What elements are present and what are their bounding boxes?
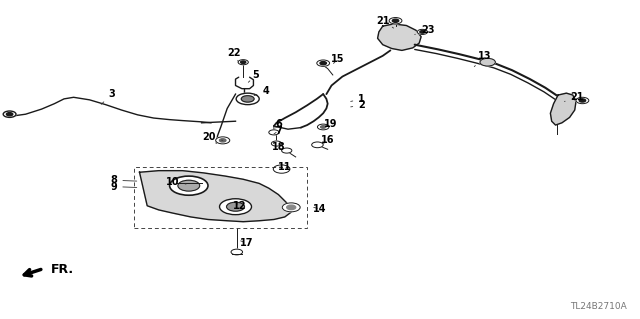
Circle shape — [317, 60, 330, 66]
Circle shape — [178, 180, 200, 191]
Circle shape — [271, 141, 282, 146]
Text: 19: 19 — [324, 119, 338, 130]
Circle shape — [269, 130, 279, 135]
Circle shape — [392, 19, 399, 22]
Circle shape — [480, 58, 495, 66]
Circle shape — [236, 93, 259, 105]
Text: 11: 11 — [278, 162, 292, 173]
Circle shape — [216, 137, 230, 144]
Circle shape — [238, 60, 248, 65]
Circle shape — [220, 199, 252, 215]
Text: 15: 15 — [331, 54, 345, 64]
Text: 14: 14 — [313, 204, 327, 214]
Circle shape — [317, 124, 329, 130]
Circle shape — [320, 62, 326, 65]
Text: 12: 12 — [233, 201, 247, 211]
Circle shape — [321, 126, 326, 128]
Text: 22: 22 — [227, 48, 241, 62]
Circle shape — [312, 142, 323, 148]
Text: 13: 13 — [474, 51, 492, 67]
Text: FR.: FR. — [51, 263, 74, 276]
Text: 21: 21 — [564, 92, 584, 102]
Text: 20: 20 — [202, 132, 223, 142]
Polygon shape — [378, 24, 421, 50]
Text: 3: 3 — [101, 89, 115, 104]
Circle shape — [576, 97, 589, 104]
Text: 8: 8 — [111, 175, 137, 185]
Circle shape — [420, 31, 425, 33]
Circle shape — [389, 18, 402, 24]
Text: 21: 21 — [376, 16, 394, 28]
Text: 2: 2 — [351, 100, 365, 110]
Circle shape — [170, 176, 208, 195]
Text: 9: 9 — [111, 182, 137, 192]
Text: 23: 23 — [415, 25, 435, 35]
Text: 10: 10 — [166, 177, 186, 188]
Text: 7: 7 — [274, 126, 282, 136]
Text: 5: 5 — [248, 70, 259, 82]
Text: 17: 17 — [239, 238, 253, 248]
Text: 16: 16 — [321, 135, 335, 145]
Circle shape — [6, 113, 13, 116]
Circle shape — [3, 111, 16, 117]
Polygon shape — [140, 171, 291, 222]
Circle shape — [282, 148, 292, 153]
Circle shape — [231, 249, 243, 255]
Text: 18: 18 — [271, 142, 285, 152]
Circle shape — [227, 202, 244, 211]
Text: 4: 4 — [254, 86, 269, 96]
Circle shape — [579, 99, 586, 102]
Text: TL24B2710A: TL24B2710A — [570, 302, 627, 311]
Text: 1: 1 — [351, 94, 365, 104]
Polygon shape — [550, 93, 576, 125]
Circle shape — [273, 165, 290, 173]
Circle shape — [241, 61, 246, 63]
Circle shape — [282, 203, 300, 212]
Circle shape — [220, 139, 226, 142]
Circle shape — [287, 205, 296, 210]
Circle shape — [241, 96, 254, 102]
Circle shape — [417, 29, 428, 34]
Text: 6: 6 — [275, 119, 282, 130]
